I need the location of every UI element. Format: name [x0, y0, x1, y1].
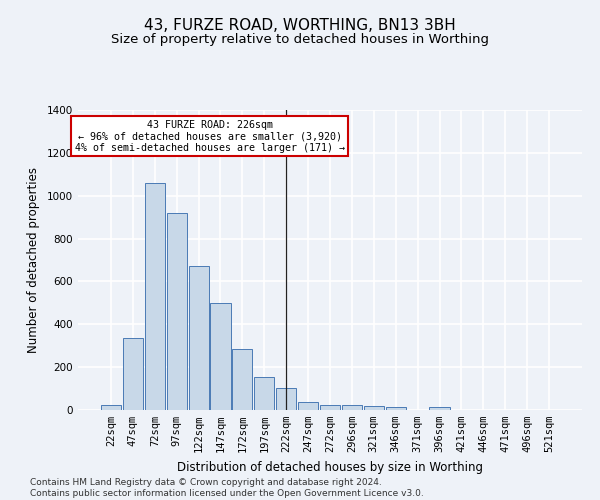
Bar [342, 406, 362, 410]
Text: Contains HM Land Registry data © Crown copyright and database right 2024.
Contai: Contains HM Land Registry data © Crown c… [30, 478, 424, 498]
Bar [211, 303, 230, 410]
Bar [167, 213, 187, 410]
Bar [386, 407, 406, 410]
Bar [276, 388, 296, 410]
Bar [254, 377, 274, 410]
Bar [123, 338, 143, 410]
Bar [298, 402, 318, 410]
Bar [188, 266, 209, 410]
X-axis label: Distribution of detached houses by size in Worthing: Distribution of detached houses by size … [177, 460, 483, 473]
Text: 43, FURZE ROAD, WORTHING, BN13 3BH: 43, FURZE ROAD, WORTHING, BN13 3BH [144, 18, 456, 32]
Y-axis label: Number of detached properties: Number of detached properties [27, 167, 40, 353]
Bar [430, 408, 449, 410]
Bar [145, 183, 165, 410]
Bar [320, 404, 340, 410]
Text: Size of property relative to detached houses in Worthing: Size of property relative to detached ho… [111, 32, 489, 46]
Text: 43 FURZE ROAD: 226sqm
← 96% of detached houses are smaller (3,920)
4% of semi-de: 43 FURZE ROAD: 226sqm ← 96% of detached … [74, 120, 344, 153]
Bar [232, 349, 253, 410]
Bar [364, 406, 384, 410]
Bar [101, 406, 121, 410]
